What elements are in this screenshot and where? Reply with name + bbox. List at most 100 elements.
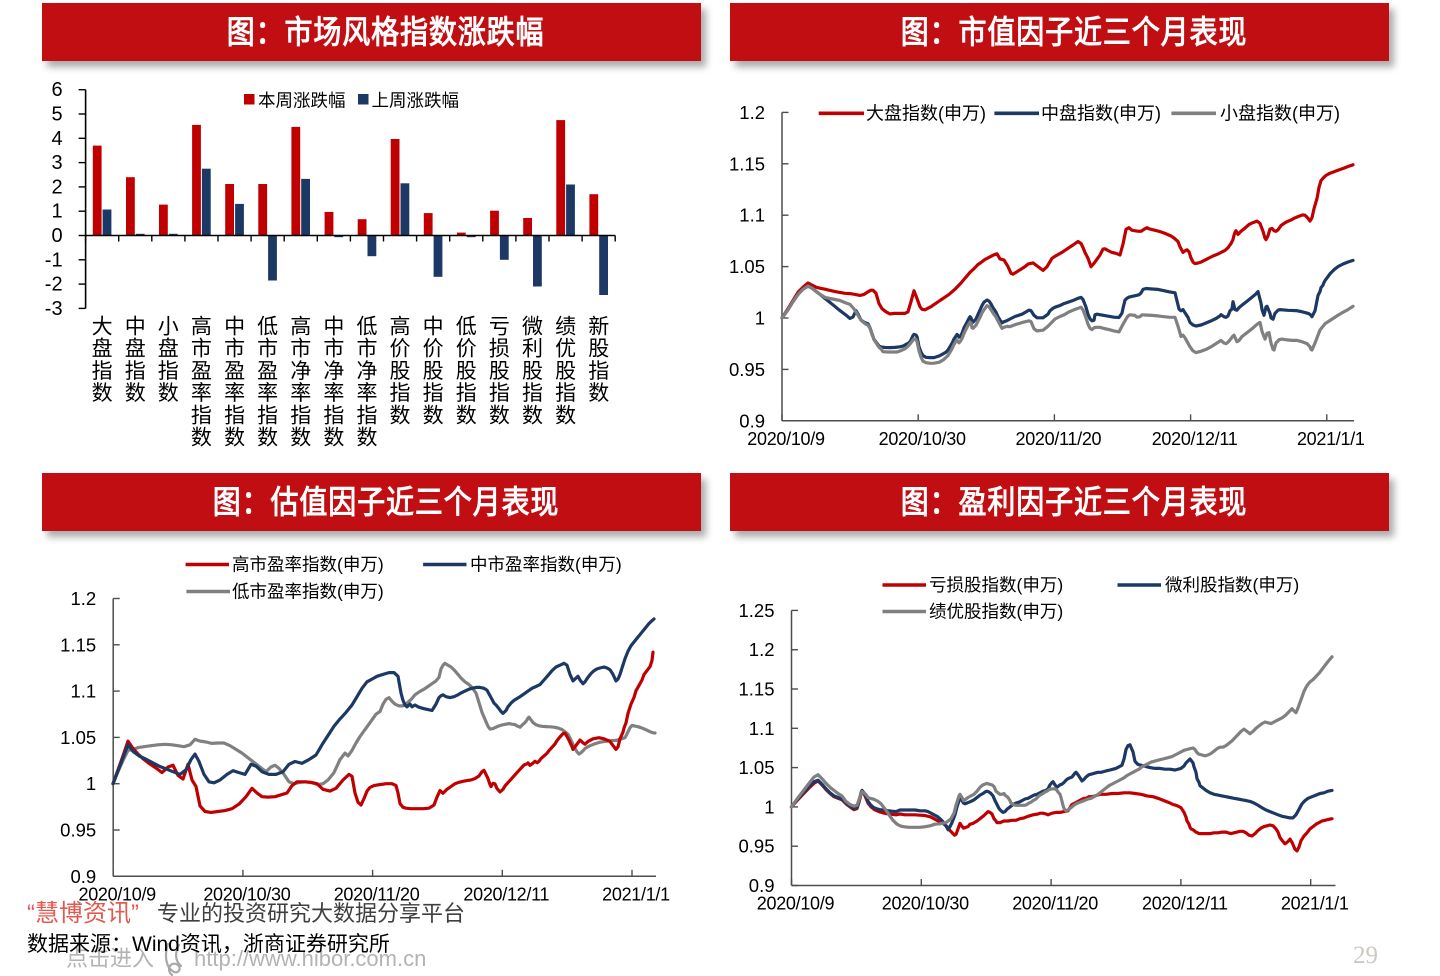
svg-text:数: 数: [191, 426, 212, 450]
svg-text:1: 1: [764, 796, 774, 817]
svg-text:1.05: 1.05: [729, 256, 765, 277]
svg-text:1.2: 1.2: [749, 639, 775, 660]
svg-text:盈: 盈: [191, 359, 212, 383]
svg-text:2020/10/9: 2020/10/9: [747, 429, 825, 449]
svg-text:2: 2: [51, 176, 62, 198]
svg-text:2020/10/9: 2020/10/9: [757, 894, 835, 914]
svg-text:小: 小: [158, 315, 179, 339]
svg-text:2021/1/1: 2021/1/1: [1297, 429, 1365, 449]
svg-text:指: 指: [290, 403, 311, 427]
svg-text:盘: 盘: [158, 337, 179, 361]
svg-text:市: 市: [257, 337, 278, 361]
svg-text:盘: 盘: [125, 337, 146, 361]
svg-text:2020/12/11: 2020/12/11: [1142, 894, 1228, 914]
svg-text:市: 市: [290, 337, 311, 361]
svg-text:股: 股: [555, 359, 576, 383]
svg-text:1.05: 1.05: [738, 757, 774, 778]
svg-text:数: 数: [224, 426, 245, 450]
svg-text:1: 1: [755, 308, 765, 329]
svg-text:盈: 盈: [257, 359, 278, 383]
svg-text:指: 指: [522, 381, 543, 405]
svg-text:数: 数: [423, 403, 444, 427]
svg-text:高: 高: [390, 315, 411, 339]
svg-text:数: 数: [125, 381, 146, 405]
svg-text:中: 中: [323, 315, 344, 339]
svg-text:2020/11/20: 2020/11/20: [334, 884, 420, 904]
svg-text:新: 新: [588, 315, 609, 339]
svg-text:市: 市: [323, 337, 344, 361]
svg-text:2021/1/1: 2021/1/1: [1281, 894, 1349, 914]
svg-text:0.95: 0.95: [729, 359, 765, 380]
svg-text:指: 指: [257, 403, 278, 427]
svg-text:市: 市: [224, 337, 245, 361]
svg-text:价: 价: [390, 337, 411, 361]
svg-text:数: 数: [92, 381, 113, 405]
svg-text:上周涨跌幅: 上周涨跌幅: [372, 91, 460, 111]
svg-text:2020/11/20: 2020/11/20: [1016, 429, 1102, 449]
svg-text:-2: -2: [45, 274, 63, 296]
svg-text:6: 6: [51, 79, 62, 101]
svg-text:高: 高: [290, 315, 311, 339]
svg-text:1.05: 1.05: [60, 727, 96, 748]
svg-text:1.1: 1.1: [749, 718, 775, 739]
svg-text:率: 率: [224, 381, 245, 405]
svg-text:指: 指: [158, 359, 179, 383]
svg-text:数: 数: [323, 426, 344, 450]
svg-text:指: 指: [456, 381, 477, 405]
svg-text:股: 股: [588, 337, 609, 361]
svg-text:1.15: 1.15: [60, 634, 96, 655]
svg-text:数: 数: [257, 426, 278, 450]
svg-text:净: 净: [290, 359, 311, 383]
svg-text:1.25: 1.25: [738, 600, 774, 621]
svg-text:5: 5: [51, 104, 62, 126]
svg-text:数: 数: [522, 403, 543, 427]
svg-text:1: 1: [51, 201, 62, 223]
svg-text:股: 股: [489, 359, 510, 383]
svg-text:高市盈率指数(申万): 高市盈率指数(申万): [232, 555, 384, 575]
svg-text:低: 低: [257, 315, 278, 339]
svg-text:2020/11/20: 2020/11/20: [1012, 894, 1098, 914]
svg-text:股: 股: [423, 359, 444, 383]
svg-text:低: 低: [357, 315, 378, 339]
svg-text:优: 优: [555, 337, 576, 361]
svg-text:股: 股: [522, 359, 543, 383]
svg-text:价: 价: [456, 337, 477, 361]
svg-text:指: 指: [125, 359, 146, 383]
svg-text:中市盈率指数(申万): 中市盈率指数(申万): [470, 555, 622, 575]
svg-text:2020/12/11: 2020/12/11: [1152, 429, 1238, 449]
svg-text:1.15: 1.15: [738, 679, 774, 700]
svg-text:率: 率: [290, 381, 311, 405]
svg-text:2020/10/30: 2020/10/30: [879, 429, 966, 449]
svg-text:0.95: 0.95: [60, 820, 96, 841]
svg-text:中盘指数(申万): 中盘指数(申万): [1041, 104, 1161, 124]
svg-text:2020/10/30: 2020/10/30: [203, 884, 290, 904]
svg-text:微利股指数(申万): 微利股指数(申万): [1165, 575, 1299, 595]
svg-text:股: 股: [390, 359, 411, 383]
svg-text:本周涨跌幅: 本周涨跌幅: [258, 91, 346, 111]
svg-text:指: 指: [224, 403, 245, 427]
svg-text:0.9: 0.9: [749, 875, 775, 896]
svg-text:1.1: 1.1: [70, 681, 96, 702]
svg-text:数: 数: [489, 403, 510, 427]
svg-text:率: 率: [323, 381, 344, 405]
svg-text:指: 指: [555, 381, 576, 405]
svg-text:1.2: 1.2: [70, 588, 96, 609]
svg-text:指: 指: [588, 359, 609, 383]
svg-text:率: 率: [257, 381, 278, 405]
svg-text:数: 数: [588, 381, 609, 405]
svg-text:股: 股: [456, 359, 477, 383]
svg-text:盘: 盘: [92, 337, 113, 361]
svg-text:利: 利: [522, 337, 543, 361]
svg-text:指: 指: [323, 403, 344, 427]
svg-text:2021/1/1: 2021/1/1: [602, 884, 670, 904]
svg-text:-1: -1: [45, 249, 63, 271]
svg-text:亏: 亏: [489, 315, 510, 339]
svg-text:-3: -3: [45, 298, 63, 320]
svg-text:指: 指: [489, 381, 510, 405]
svg-text:中: 中: [125, 315, 146, 339]
svg-text:大: 大: [92, 315, 113, 339]
svg-text:净: 净: [323, 359, 344, 383]
svg-text:指: 指: [390, 381, 411, 405]
svg-text:数: 数: [290, 426, 311, 450]
svg-text:损: 损: [489, 337, 510, 361]
